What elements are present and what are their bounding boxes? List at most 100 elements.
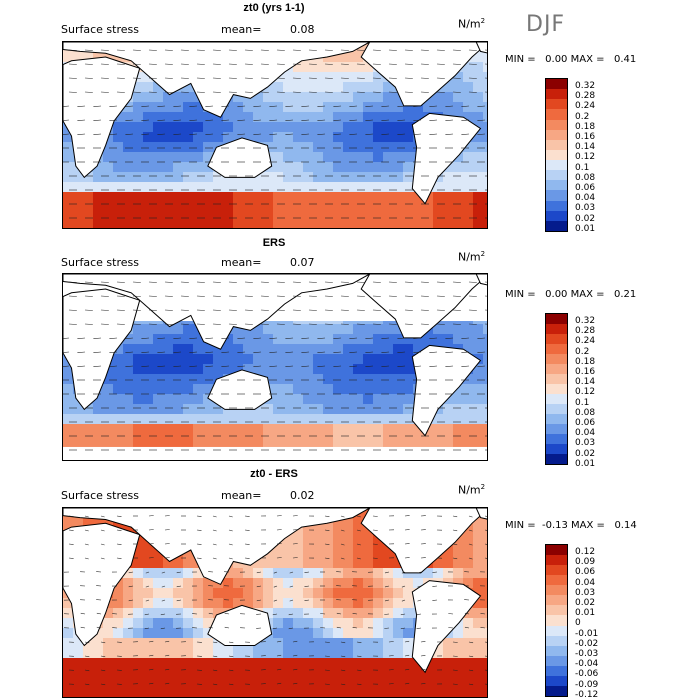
stress-vector: [189, 337, 198, 339]
stress-vector: [273, 571, 278, 574]
colorbar-swatch: [546, 324, 567, 334]
field-cell: [153, 638, 163, 648]
stress-vector: [160, 613, 166, 616]
stress-vector: [173, 337, 182, 339]
stress-vector: [356, 655, 362, 657]
field-cell: [303, 364, 313, 374]
stress-vector: [168, 696, 170, 697]
stress-vector: [404, 654, 410, 657]
field-cell: [203, 688, 213, 697]
stress-vector: [96, 612, 102, 615]
field-cell: [113, 192, 123, 202]
field-cell: [163, 424, 173, 434]
field-cell: [113, 414, 123, 424]
field-cell: [393, 648, 403, 658]
field-cell: [323, 202, 333, 212]
field-cell: [403, 132, 413, 142]
field-cell: [263, 324, 273, 334]
stress-vector: [189, 351, 198, 353]
field-cell: [283, 324, 293, 334]
field-cell: [133, 588, 143, 598]
field-cell: [373, 122, 383, 132]
field-cell: [313, 102, 323, 112]
field-cell: [423, 434, 433, 444]
stress-vector: [228, 543, 233, 546]
field-cell: [73, 424, 83, 434]
field-cell: [283, 344, 293, 354]
field-cell: [223, 434, 233, 444]
field-cell: [293, 364, 303, 374]
stress-vector: [404, 281, 413, 283]
stress-vector: [436, 91, 445, 93]
field-cell: [393, 162, 403, 172]
stress-vector: [349, 119, 358, 121]
field-cell: [403, 434, 413, 444]
field-cell: [143, 578, 153, 588]
field-cell: [343, 548, 353, 558]
field-cell: [413, 222, 423, 228]
field-cell: [203, 182, 213, 192]
field-cell: [353, 364, 363, 374]
field-cell: [313, 538, 323, 548]
field-cell: [213, 648, 223, 658]
field-cell: [303, 182, 313, 192]
field-cell: [413, 102, 423, 112]
stress-vector: [484, 683, 487, 685]
field-cell: [133, 222, 143, 228]
field-cell: [163, 434, 173, 444]
stress-vector: [132, 77, 141, 79]
field-cell: [383, 192, 393, 202]
field-cell: [393, 588, 403, 598]
stress-vector: [484, 49, 487, 51]
field-cell: [273, 588, 283, 598]
field-cell: [353, 344, 363, 354]
field-cell: [193, 344, 203, 354]
field-cell: [323, 548, 333, 558]
colorbar-swatch: [546, 180, 567, 191]
stress-vector: [340, 669, 346, 672]
field-cell: [253, 558, 263, 568]
field-cell: [233, 222, 243, 228]
stress-vector: [420, 63, 429, 65]
stress-vector: [109, 351, 118, 353]
field-cell: [253, 102, 263, 112]
stress-vector: [164, 557, 170, 559]
stress-vector: [452, 63, 461, 65]
field-cell: [353, 414, 363, 424]
field-cell: [243, 578, 253, 588]
field-cell: [143, 434, 153, 444]
field-cell: [303, 112, 313, 122]
field-cell: [63, 668, 73, 678]
field-cell: [303, 82, 313, 92]
field-cell: [273, 568, 283, 578]
stress-vector: [388, 63, 397, 65]
stress-vector: [477, 133, 486, 135]
field-cell: [333, 404, 343, 414]
field-cell: [273, 192, 283, 202]
field-cell: [173, 202, 183, 212]
field-cell: [373, 324, 383, 334]
field-cell: [223, 132, 233, 142]
field-cell: [323, 102, 333, 112]
field-cell: [213, 202, 223, 212]
field-cell: [353, 192, 363, 202]
field-cell: [373, 192, 383, 202]
field-cell: [153, 578, 163, 588]
field-cell: [373, 648, 383, 658]
stress-vector: [144, 613, 150, 616]
field-cell: [333, 678, 343, 688]
field-cell: [153, 182, 163, 192]
field-cell: [313, 548, 323, 558]
field-cell: [133, 354, 143, 364]
field-cell: [333, 414, 343, 424]
field-cell: [303, 162, 313, 172]
field-cell: [343, 62, 353, 72]
field-cell: [343, 414, 353, 424]
mean-label: mean=: [221, 23, 262, 36]
field-cell: [443, 334, 453, 344]
field-cell: [403, 628, 413, 638]
field-cell: [133, 72, 143, 82]
colorbar-tick-label: 0.32: [575, 81, 596, 91]
field-cell: [353, 172, 363, 182]
stress-vector: [301, 337, 310, 339]
